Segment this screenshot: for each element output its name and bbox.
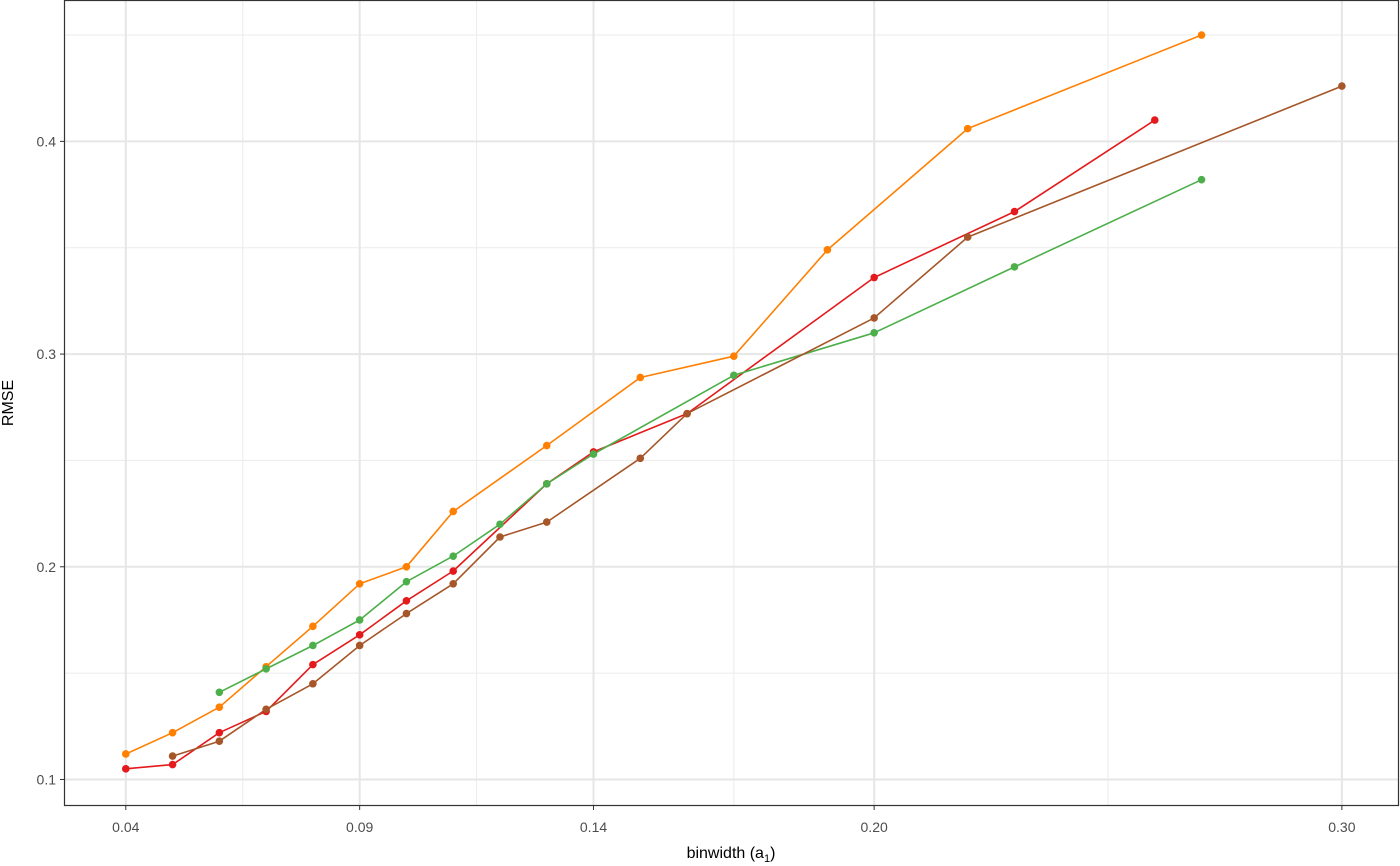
series-4-point	[636, 454, 645, 463]
series-1-point	[636, 373, 645, 382]
series-3-point	[496, 520, 504, 529]
series-3-point	[449, 552, 458, 560]
series-1-point	[730, 352, 738, 361]
series-4-point	[402, 609, 411, 618]
series-4-point	[496, 533, 504, 541]
series-3-point	[262, 665, 270, 673]
series-1-point	[823, 246, 832, 254]
series-3-point	[589, 450, 598, 458]
series-1-point	[402, 562, 411, 571]
series-2-point	[402, 597, 411, 605]
series-3-point	[402, 577, 411, 586]
series-3-point	[1197, 175, 1206, 184]
series-4-point	[870, 314, 878, 322]
series-3-point	[355, 616, 364, 624]
series-2-point	[1150, 116, 1159, 124]
series-2-point	[168, 760, 177, 769]
series-1-point	[449, 507, 458, 516]
series-2-point	[215, 728, 224, 737]
x-axis-title: binwidth (a1)	[687, 845, 776, 865]
series-1-point	[1197, 31, 1206, 39]
y-axis-title: RMSE	[0, 380, 17, 426]
series-1-point	[963, 124, 972, 133]
y-tick-label: 0.4	[37, 133, 57, 149]
series-3-point	[870, 329, 878, 337]
series-1-point	[215, 703, 224, 711]
axes-layer: 0.04 0.09 0.14 0.20 0.30 0.1 0.2 0.3 0.4	[37, 133, 1356, 835]
series-2-point	[355, 631, 364, 639]
x-tick-label: 0.30	[1328, 819, 1355, 835]
series-1-point	[355, 579, 364, 588]
series-4-point	[542, 518, 551, 526]
x-tick-label: 0.20	[861, 819, 888, 835]
series-1-point	[168, 728, 177, 737]
series-4-point	[168, 752, 177, 760]
x-tick-label: 0.14	[580, 819, 607, 835]
series-4-point	[449, 579, 458, 588]
x-tick-label: 0.04	[112, 819, 139, 835]
y-tick-label: 0.3	[37, 346, 57, 362]
x-axis-title-subscript: 1	[764, 853, 770, 865]
series-layer	[122, 31, 1346, 773]
series-2-point	[309, 660, 317, 669]
y-tick-label: 0.1	[37, 771, 57, 787]
series-4-point	[963, 233, 972, 241]
series-1-line	[125, 34, 1202, 755]
series-2-point	[122, 765, 130, 773]
minor-gridlines	[65, 1, 1398, 805]
series-4-point	[309, 679, 317, 688]
series-4-point	[215, 737, 224, 745]
plot-panel-border	[63, 0, 1400, 807]
series-1-point	[309, 622, 317, 631]
series-4-point	[683, 409, 691, 418]
y-tick-label: 0.2	[37, 559, 57, 575]
series-3-point	[1010, 263, 1019, 271]
series-2-point	[1010, 207, 1019, 216]
series-3-point	[215, 688, 224, 697]
x-axis-title-main: binwidth (a	[687, 845, 764, 862]
series-2-point	[449, 567, 458, 575]
x-tick-label: 0.09	[346, 819, 373, 835]
series-4-point	[355, 641, 364, 650]
series-3-point	[309, 641, 317, 650]
series-1-point	[122, 750, 130, 758]
series-3-point	[730, 371, 738, 380]
major-gridlines	[65, 1, 1398, 805]
series-4-point	[1338, 82, 1346, 90]
x-axis-title-suffix: )	[770, 845, 775, 862]
series-4-point	[262, 705, 270, 714]
series-4-line	[172, 85, 1343, 757]
series-2-line	[125, 119, 1156, 770]
series-2-point	[870, 273, 878, 282]
series-1-point	[542, 441, 551, 450]
series-3-point	[542, 480, 551, 488]
